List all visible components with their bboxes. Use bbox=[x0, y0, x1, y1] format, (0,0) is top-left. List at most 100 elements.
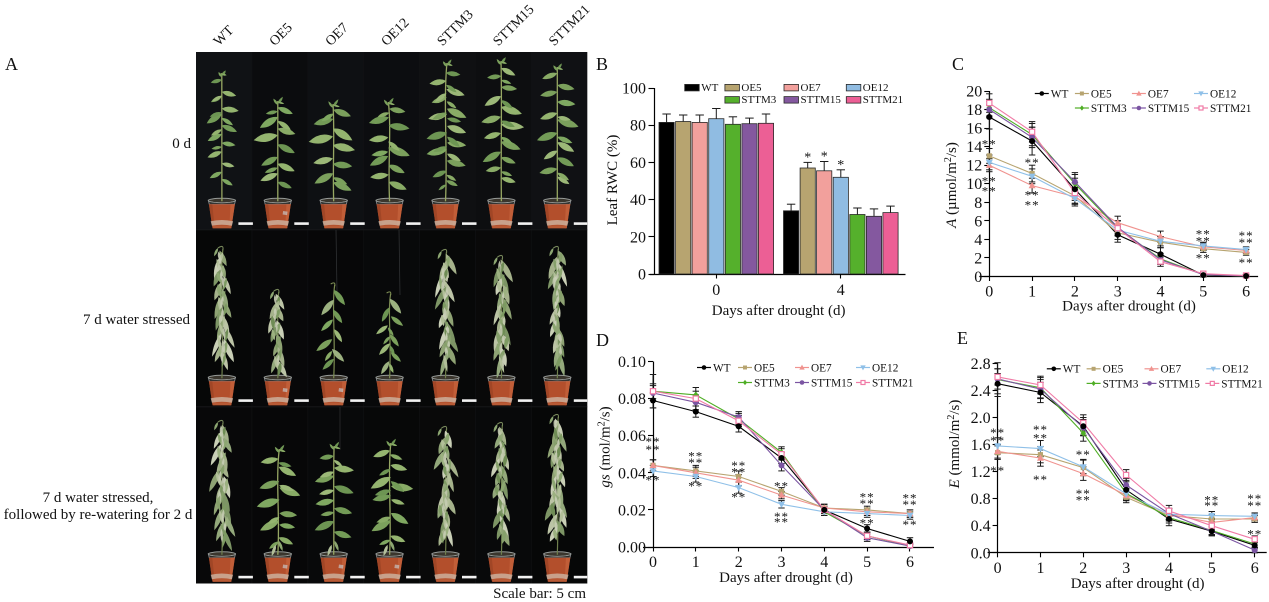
svg-text:0.06: 0.06 bbox=[618, 428, 646, 445]
svg-text:STTM15: STTM15 bbox=[1159, 378, 1201, 390]
svg-text:0: 0 bbox=[974, 269, 982, 286]
svg-text:4: 4 bbox=[1165, 560, 1173, 577]
svg-text:0.04: 0.04 bbox=[618, 465, 646, 482]
svg-text:STTM3: STTM3 bbox=[754, 377, 790, 389]
svg-text:**: ** bbox=[1196, 226, 1211, 241]
svg-text:Leaf RWC (%): Leaf RWC (%) bbox=[605, 135, 621, 226]
svg-text:OE7: OE7 bbox=[323, 21, 352, 50]
svg-text:**: ** bbox=[982, 136, 997, 151]
svg-text:Days after drought (d): Days after drought (d) bbox=[1071, 576, 1205, 592]
svg-text:OE5: OE5 bbox=[267, 21, 296, 50]
svg-text:**: ** bbox=[1247, 491, 1262, 506]
svg-text:0: 0 bbox=[638, 267, 646, 284]
svg-text:8: 8 bbox=[974, 195, 982, 212]
svg-text:STTM15: STTM15 bbox=[1148, 103, 1190, 115]
svg-text:0.8: 0.8 bbox=[971, 491, 991, 508]
svg-text:0: 0 bbox=[994, 560, 1002, 577]
svg-text:**: ** bbox=[774, 478, 789, 493]
svg-text:OE12: OE12 bbox=[863, 82, 889, 94]
svg-text:A: A bbox=[5, 54, 18, 74]
svg-text:0.02: 0.02 bbox=[618, 502, 646, 519]
svg-text:**: ** bbox=[860, 489, 875, 504]
svg-text:*: * bbox=[837, 158, 844, 173]
svg-text:12: 12 bbox=[966, 158, 982, 175]
svg-text:**: ** bbox=[1196, 250, 1211, 265]
svg-text:Days after drought (d): Days after drought (d) bbox=[719, 570, 853, 586]
svg-text:**: ** bbox=[688, 449, 703, 464]
svg-text:Scale bar: 5 cm: Scale bar: 5 cm bbox=[493, 586, 586, 602]
svg-text:18: 18 bbox=[966, 102, 982, 119]
svg-text:STTM3: STTM3 bbox=[741, 94, 776, 106]
svg-text:**: ** bbox=[982, 184, 997, 199]
svg-text:**: ** bbox=[1025, 187, 1040, 202]
svg-text:WT: WT bbox=[1051, 88, 1069, 100]
svg-text:OE7: OE7 bbox=[801, 82, 822, 94]
svg-text:2.8: 2.8 bbox=[971, 356, 991, 373]
svg-text:1: 1 bbox=[1028, 284, 1036, 301]
svg-text:OE5: OE5 bbox=[741, 82, 762, 94]
svg-text:**: ** bbox=[860, 496, 875, 511]
svg-text:0.10: 0.10 bbox=[618, 354, 646, 371]
svg-text:OE7: OE7 bbox=[1148, 88, 1169, 100]
svg-text:**: ** bbox=[1204, 498, 1219, 513]
svg-text:5: 5 bbox=[863, 554, 871, 571]
svg-text:OE5: OE5 bbox=[1091, 88, 1112, 100]
svg-text:0: 0 bbox=[649, 554, 657, 571]
svg-text:5: 5 bbox=[1199, 284, 1207, 301]
svg-text:**: ** bbox=[1033, 422, 1048, 437]
svg-text:1: 1 bbox=[692, 554, 700, 571]
svg-text:4: 4 bbox=[1157, 284, 1165, 301]
svg-text:STTM21: STTM21 bbox=[872, 377, 913, 389]
svg-text:STTM15: STTM15 bbox=[801, 94, 842, 106]
svg-text:1.2: 1.2 bbox=[971, 464, 991, 481]
svg-text:10: 10 bbox=[966, 176, 982, 193]
svg-text:**: ** bbox=[903, 517, 918, 532]
svg-text:**: ** bbox=[860, 515, 875, 530]
svg-text:STTM21: STTM21 bbox=[1210, 103, 1251, 115]
svg-text:0 d: 0 d bbox=[172, 136, 191, 152]
svg-text:5: 5 bbox=[1208, 560, 1216, 577]
svg-text:0.0: 0.0 bbox=[971, 545, 991, 562]
svg-text:2: 2 bbox=[1071, 284, 1079, 301]
svg-text:**: ** bbox=[1033, 430, 1048, 445]
svg-text:**: ** bbox=[1239, 235, 1254, 250]
svg-text:1.6: 1.6 bbox=[971, 437, 991, 454]
svg-text:*: * bbox=[804, 150, 811, 165]
svg-text:0: 0 bbox=[712, 282, 720, 299]
svg-text:WT: WT bbox=[701, 82, 718, 94]
svg-text:*: * bbox=[821, 150, 828, 165]
svg-text:followed by re-watering for 2: followed by re-watering for 2 d bbox=[4, 507, 193, 523]
svg-text:4: 4 bbox=[974, 232, 982, 249]
svg-text:OE12: OE12 bbox=[379, 16, 413, 50]
svg-text:**: ** bbox=[990, 463, 1005, 478]
svg-text:**: ** bbox=[1076, 486, 1091, 501]
svg-text:**: ** bbox=[731, 489, 746, 504]
svg-text:**: ** bbox=[1076, 447, 1091, 462]
svg-text:**: ** bbox=[1247, 526, 1262, 541]
svg-text:E (mmol/m2/s): E (mmol/m2/s) bbox=[946, 400, 963, 490]
svg-text:**: ** bbox=[1247, 498, 1262, 513]
svg-text:OE5: OE5 bbox=[754, 362, 775, 374]
svg-text:C: C bbox=[952, 54, 964, 74]
svg-text:STTM15: STTM15 bbox=[491, 2, 538, 49]
svg-text:**: ** bbox=[774, 515, 789, 530]
svg-text:OE12: OE12 bbox=[1222, 364, 1249, 376]
svg-text:3: 3 bbox=[1122, 560, 1130, 577]
svg-text:**: ** bbox=[1204, 493, 1219, 508]
svg-text:STTM3: STTM3 bbox=[1091, 103, 1127, 115]
svg-text:80: 80 bbox=[630, 118, 646, 135]
svg-text:7 d water stressed: 7 d water stressed bbox=[83, 312, 191, 328]
svg-text:D: D bbox=[596, 330, 609, 350]
svg-text:6: 6 bbox=[1251, 560, 1259, 577]
svg-text:OE5: OE5 bbox=[1103, 364, 1124, 376]
svg-text:**: ** bbox=[1025, 198, 1040, 213]
svg-text:**: ** bbox=[688, 455, 703, 470]
svg-text:20: 20 bbox=[630, 229, 646, 246]
svg-text:6: 6 bbox=[1242, 284, 1250, 301]
svg-text:6: 6 bbox=[906, 554, 914, 571]
svg-text:60: 60 bbox=[630, 155, 646, 172]
svg-text:20: 20 bbox=[966, 84, 982, 101]
svg-text:**: ** bbox=[1196, 233, 1211, 248]
svg-text:OE12: OE12 bbox=[872, 362, 899, 374]
svg-text:OE12: OE12 bbox=[1210, 88, 1237, 100]
